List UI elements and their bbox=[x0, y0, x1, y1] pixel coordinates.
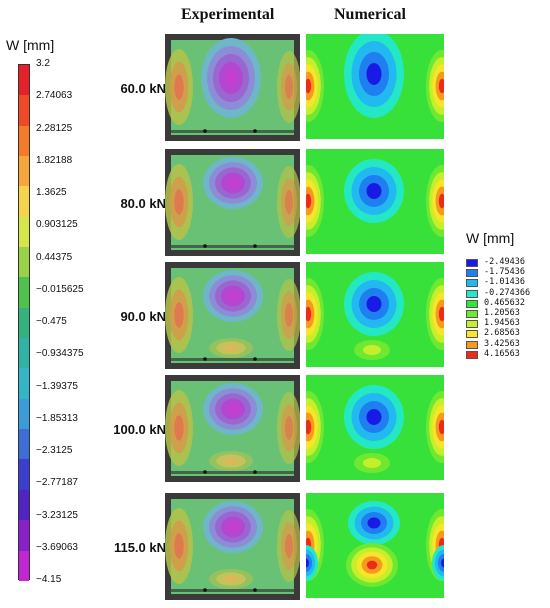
colorbar-tick-label: 0.44375 bbox=[36, 251, 73, 263]
colorbar-band bbox=[19, 186, 29, 217]
legend-swatch bbox=[466, 320, 478, 329]
colorbar-tick-label: 2.28125 bbox=[36, 122, 73, 134]
right-legend-title: W [mm] bbox=[466, 230, 515, 246]
legend-label: 2.68563 bbox=[484, 328, 520, 339]
colorbar-band bbox=[19, 459, 29, 490]
legend-label: -1.75436 bbox=[484, 267, 525, 278]
colorbar-tick-label: −1.39375 bbox=[36, 380, 78, 392]
colorbar-tick-label: −3.69063 bbox=[36, 541, 78, 553]
colorbar-band bbox=[19, 95, 29, 126]
legend-label: 3.42563 bbox=[484, 338, 520, 349]
numerical-panel bbox=[306, 149, 444, 254]
legend-swatch bbox=[466, 289, 478, 298]
legend-label: 1.94563 bbox=[484, 318, 520, 329]
colorbar-band bbox=[19, 520, 29, 551]
colorbar-band bbox=[19, 398, 29, 430]
experimental-panel bbox=[165, 149, 300, 256]
legend-swatch bbox=[466, 310, 478, 318]
load-label: 80.0 kN bbox=[120, 196, 166, 211]
colorbar-tick-label: 3.2 bbox=[36, 58, 50, 69]
colorbar-tick-label: −0.934375 bbox=[36, 348, 84, 360]
legend-swatch bbox=[466, 279, 478, 288]
colorbar-tick-label: −0.475 bbox=[36, 316, 67, 327]
colorbar-tick-label: 2.74063 bbox=[36, 90, 73, 102]
colorbar-tick-label: −3.23125 bbox=[36, 509, 78, 521]
colorbar-band bbox=[19, 277, 29, 308]
colorbar-tick-label: −0.015625 bbox=[36, 283, 84, 295]
numerical-panel bbox=[306, 34, 444, 139]
legend-label: -1.01436 bbox=[484, 277, 525, 288]
load-label: 100.0 kN bbox=[113, 422, 166, 437]
legend-label: -0.274366 bbox=[484, 287, 531, 298]
experimental-panel bbox=[165, 34, 300, 141]
legend-swatch bbox=[466, 330, 478, 339]
colorbar-band bbox=[19, 247, 29, 278]
legend-label: 0.465632 bbox=[484, 297, 525, 308]
colorbar-band bbox=[19, 338, 29, 369]
colorbar-tick-label: −1.85313 bbox=[36, 412, 78, 424]
colorbar-band bbox=[19, 156, 29, 187]
experimental-header: Experimental bbox=[181, 6, 275, 23]
colorbar-band bbox=[19, 368, 29, 399]
legend-swatch bbox=[466, 350, 478, 359]
colorbar-band bbox=[19, 65, 29, 96]
colorbar-band bbox=[19, 125, 29, 157]
left-colorbar-title: W [mm] bbox=[6, 37, 55, 53]
numerical-panel bbox=[306, 493, 444, 598]
experimental-panel bbox=[165, 493, 300, 600]
colorbar-band bbox=[19, 429, 29, 460]
legend-label: -2.49436 bbox=[484, 257, 525, 267]
numerical-panel bbox=[306, 262, 444, 367]
legend-label: 4.16563 bbox=[484, 348, 520, 359]
legend-label: 1.20563 bbox=[484, 308, 520, 318]
colorbar-tick-label: −2.3125 bbox=[36, 445, 73, 456]
colorbar-tick-label: 0.903125 bbox=[36, 219, 78, 231]
colorbar-band bbox=[19, 550, 29, 581]
experimental-panel bbox=[165, 262, 300, 369]
legend-swatch bbox=[466, 269, 478, 278]
experimental-panel bbox=[165, 375, 300, 482]
load-label: 60.0 kN bbox=[120, 81, 166, 96]
left-colorbar bbox=[18, 64, 30, 581]
legend-swatch bbox=[466, 340, 478, 349]
numerical-panel bbox=[306, 375, 444, 480]
legend-swatch bbox=[466, 299, 478, 308]
load-label: 90.0 kN bbox=[120, 309, 166, 324]
colorbar-tick-label: 1.3625 bbox=[36, 187, 67, 198]
legend-swatch bbox=[466, 259, 478, 267]
colorbar-tick-label: −4.15 bbox=[36, 574, 62, 585]
colorbar-band bbox=[19, 216, 29, 248]
colorbar-band bbox=[19, 489, 29, 521]
colorbar-tick-label: 1.82188 bbox=[36, 154, 73, 166]
numerical-header: Numerical bbox=[334, 6, 406, 23]
load-label: 115.0 kN bbox=[113, 540, 166, 555]
colorbar-band bbox=[19, 307, 29, 339]
colorbar-tick-label: −2.77187 bbox=[36, 477, 78, 489]
